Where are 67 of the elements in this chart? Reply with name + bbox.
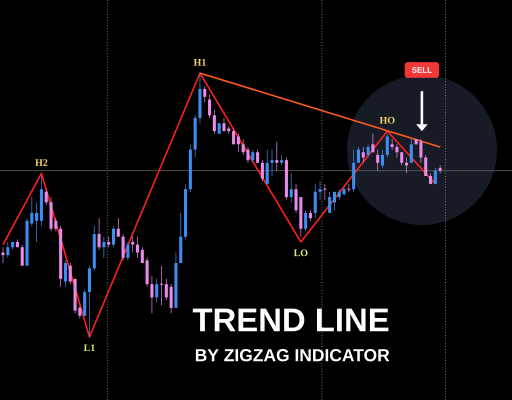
candlestick [395, 144, 398, 158]
candlestick [88, 265, 92, 338]
candlestick [380, 149, 384, 168]
candlestick [126, 242, 130, 261]
candlestick [322, 184, 327, 200]
candlestick [424, 154, 428, 176]
candlestick [232, 128, 236, 145]
candlestick [98, 218, 101, 250]
candlestick [386, 133, 389, 158]
candlestick [328, 191, 332, 214]
candlestick [208, 94, 212, 118]
candlestick [107, 236, 110, 248]
candlestick [304, 210, 308, 232]
annotation: LO [294, 249, 308, 256]
candlestick [218, 122, 221, 134]
candlestick [78, 304, 82, 319]
candlestick [275, 141, 278, 172]
annotation: HO [380, 116, 395, 124]
candlestick [400, 152, 404, 166]
candlestick [122, 234, 125, 261]
candlestick [112, 226, 116, 248]
candlestick [54, 218, 58, 232]
candlestick [1, 246, 5, 264]
candlestick [246, 146, 250, 164]
candlestick [294, 184, 298, 214]
candlestick [242, 138, 245, 156]
candlestick [376, 149, 380, 172]
candlestick [290, 173, 293, 203]
candlestick [280, 154, 284, 166]
candlestick [371, 133, 374, 153]
text: TREND LINE [192, 308, 388, 332]
candlestick [64, 260, 67, 288]
text: BY ZIGZAG INDICATOR [196, 349, 390, 362]
candlestick [419, 138, 422, 164]
candlestick [308, 210, 312, 222]
candlestick [159, 265, 164, 306]
candlestick [404, 157, 408, 174]
text: L1 [84, 344, 95, 352]
candlestick [116, 218, 120, 238]
annotation: H2 [35, 159, 48, 166]
candlestick [136, 236, 140, 258]
candlestick [203, 86, 206, 102]
candlestick [314, 184, 317, 219]
candlestick [260, 160, 264, 182]
candlestick [366, 144, 370, 158]
candlestick [150, 276, 154, 314]
text: H1 [194, 58, 206, 66]
candlestick [428, 173, 432, 184]
candlestick [44, 188, 48, 206]
candlestick [266, 149, 269, 184]
candlestick [212, 110, 216, 134]
candlestick [256, 149, 260, 164]
candlestick [390, 138, 394, 150]
candlestick [20, 244, 24, 266]
candlestick [251, 149, 254, 164]
candlestick [102, 236, 106, 258]
candlestick [6, 242, 10, 258]
candlestick [270, 149, 274, 176]
candlestick [83, 289, 86, 316]
candlestick [356, 146, 360, 164]
candlestick [362, 146, 365, 164]
candlestick [131, 236, 134, 253]
candlestick [434, 168, 437, 184]
candlestick [318, 180, 322, 200]
candlestick [410, 138, 413, 164]
candlestick [236, 133, 240, 153]
candlestick [155, 278, 158, 303]
